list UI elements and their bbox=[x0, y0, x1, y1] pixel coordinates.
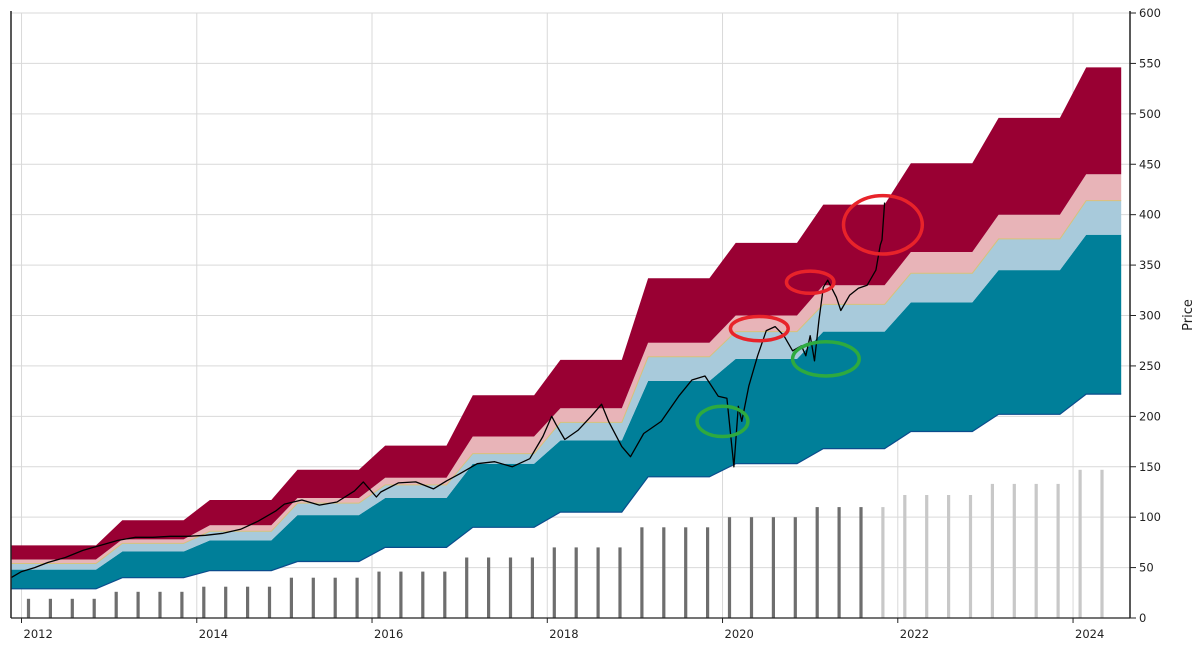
x-tick-label: 2014 bbox=[199, 627, 228, 641]
band-mid-edge bbox=[11, 200, 1122, 564]
dividend-bar bbox=[1034, 483, 1038, 618]
y-tick-label: 500 bbox=[1139, 107, 1161, 121]
dividend-bar bbox=[246, 586, 250, 618]
dividend-bar bbox=[487, 557, 491, 618]
y-tick-label: 200 bbox=[1139, 409, 1161, 423]
dividend-bar bbox=[443, 571, 447, 618]
dividend-bar bbox=[70, 598, 74, 618]
dividend-bar bbox=[903, 495, 907, 618]
x-tick-label: 2016 bbox=[374, 627, 403, 641]
dividend-bars bbox=[26, 469, 1104, 619]
dividend-bar bbox=[552, 547, 556, 618]
dividend-bar bbox=[399, 571, 403, 618]
y-tick-label: 150 bbox=[1139, 460, 1161, 474]
dividend-bar bbox=[815, 507, 819, 618]
green-circle bbox=[790, 340, 861, 378]
dividend-bar bbox=[508, 557, 513, 618]
dividend-bar bbox=[355, 577, 359, 618]
dividend-bar bbox=[990, 483, 994, 618]
dividend-bar bbox=[114, 591, 118, 618]
dividend-bar bbox=[859, 507, 863, 618]
dividend-bar bbox=[26, 598, 31, 618]
annotation-circles bbox=[695, 193, 925, 439]
y-tick-label: 450 bbox=[1139, 157, 1161, 171]
dividend-bar bbox=[684, 527, 688, 619]
y-tick-label: 100 bbox=[1139, 510, 1161, 524]
dividend-bar bbox=[158, 591, 162, 618]
dividend-bar bbox=[289, 577, 293, 618]
dividend-bar bbox=[749, 517, 754, 618]
y-tick-label: 50 bbox=[1139, 561, 1154, 575]
dividend-bar bbox=[465, 557, 469, 618]
y-tick-label: 400 bbox=[1139, 208, 1161, 222]
dividend-bar bbox=[574, 547, 578, 618]
axes: 0 50 100 150 200 250 300 350 400 450 500 550 600 2012… bbox=[10, 6, 1161, 641]
y-axis-title: Price bbox=[1181, 299, 1195, 331]
dividend-bar bbox=[136, 591, 140, 618]
dividend-bar bbox=[618, 547, 622, 618]
y-tick-label: 600 bbox=[1139, 6, 1161, 20]
dividend-bar bbox=[530, 557, 534, 618]
y-tick-label: 250 bbox=[1139, 359, 1161, 373]
red-circle bbox=[841, 193, 925, 256]
y-tick-label: 350 bbox=[1139, 258, 1161, 272]
dividend-bar bbox=[1056, 483, 1060, 618]
dividend-bar bbox=[727, 517, 732, 618]
dividend-bar bbox=[640, 527, 644, 619]
dividend-bar bbox=[48, 598, 52, 618]
x-tick-label: 2012 bbox=[24, 627, 53, 641]
band-bottom-edge bbox=[11, 393, 1122, 590]
dividend-bar bbox=[596, 547, 600, 618]
band-main bbox=[11, 234, 1122, 589]
dividend-bar bbox=[377, 571, 381, 618]
dividend-bar bbox=[267, 586, 272, 618]
dividend-bar bbox=[180, 591, 184, 618]
dividend-bar bbox=[771, 517, 775, 618]
dividend-bar bbox=[925, 495, 929, 618]
x-tick-label: 2018 bbox=[549, 627, 578, 641]
dividend-bar bbox=[837, 507, 841, 618]
x-tick-label: 2022 bbox=[900, 627, 929, 641]
dividend-bar bbox=[1012, 483, 1016, 618]
x-tick-label: 2020 bbox=[725, 627, 754, 641]
dividend-bar bbox=[968, 495, 973, 618]
x-tick-label: 2024 bbox=[1075, 627, 1104, 641]
y-tick-label: 550 bbox=[1139, 56, 1161, 70]
price-series bbox=[10, 202, 886, 579]
dividend-bar bbox=[1100, 469, 1104, 618]
dividend-bar bbox=[224, 586, 228, 618]
dividend-bar bbox=[881, 507, 885, 618]
price-line bbox=[10, 202, 886, 579]
dividend-bar bbox=[333, 577, 337, 618]
dividend-bar bbox=[92, 598, 96, 618]
y-tick-label: 300 bbox=[1139, 309, 1161, 323]
dividend-bar bbox=[202, 586, 206, 618]
dividend-bar bbox=[947, 495, 951, 618]
green-circle bbox=[695, 404, 750, 439]
valuation-bands bbox=[11, 67, 1122, 590]
dividend-bar bbox=[1078, 469, 1082, 618]
red-circle bbox=[784, 269, 836, 296]
dividend-bar bbox=[706, 527, 710, 619]
dividend-bar bbox=[311, 577, 315, 618]
y-tick-label: 0 bbox=[1139, 611, 1146, 625]
red-circle bbox=[728, 314, 790, 343]
dividend-bar bbox=[662, 527, 666, 619]
dividend-bar bbox=[421, 571, 425, 618]
dividend-bar bbox=[793, 517, 797, 618]
